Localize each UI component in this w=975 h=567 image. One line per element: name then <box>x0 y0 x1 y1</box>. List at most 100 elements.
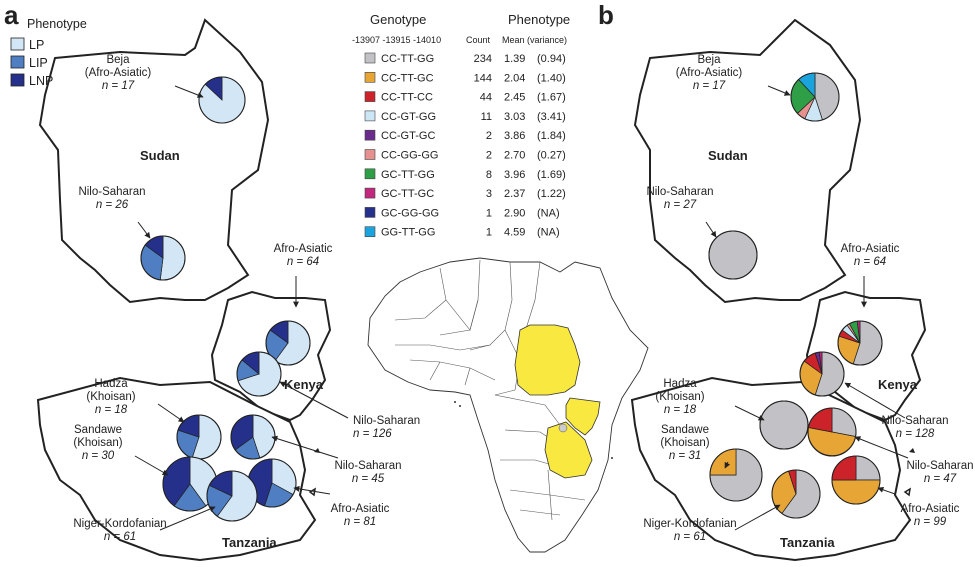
genotype-mean: 2.70 <box>504 150 525 162</box>
pointer-arrow <box>137 221 151 239</box>
sudan-nile-line <box>79 257 96 271</box>
group-name-hadza: Hadza <box>94 378 128 390</box>
group-n-nilo-tz: n = 45 <box>352 473 385 485</box>
table-row: CC-TT-GC 144 2.04 (1.40) <box>364 72 566 84</box>
genotype-mean: 3.86 <box>504 130 525 142</box>
table-row: CC-GT-GC 2 3.86 (1.84) <box>364 129 566 142</box>
genotype-label: CC-TT-GC <box>381 72 434 84</box>
pointer-arrow <box>734 504 781 531</box>
genotype-count: 1 <box>486 227 492 239</box>
pointer-arrow <box>134 455 169 476</box>
genotype-variance: (1.22) <box>537 188 566 200</box>
legend-swatch-lp <box>10 37 25 51</box>
group-name-hadza: (Khoisan) <box>86 391 135 403</box>
pie-nilo-kenya <box>236 351 282 397</box>
pie-beja <box>198 76 246 124</box>
group-name-niger: Niger-Kordofanian <box>643 518 736 530</box>
genotype-mean: 4.59 <box>504 227 525 239</box>
pie-afro-tz <box>831 455 881 505</box>
table-row: GG-TT-GG 1 4.59 (NA) <box>364 226 560 239</box>
genotype-variance: (NA) <box>537 207 560 219</box>
table-row: GC-TT-GG 8 3.96 (1.69) <box>364 168 566 181</box>
pie-outline <box>206 470 258 522</box>
genotype-swatch <box>364 226 376 237</box>
group-n-hadza: n = 18 <box>95 404 128 416</box>
country-label-sudan-b: Sudan <box>708 148 748 163</box>
pointer-arrow <box>734 405 765 421</box>
pie-nilo-sudan <box>140 235 186 281</box>
legend-label-lip: LIP <box>29 56 48 70</box>
panel-a-letter: a <box>4 0 19 30</box>
group-name-nilo-kenya: Nilo-Saharan <box>881 415 948 427</box>
genotype-swatch <box>364 207 376 218</box>
group-name-afro-tz: Afro-Asiatic <box>901 503 960 515</box>
lake-victoria <box>558 423 568 433</box>
genotype-variance: (NA) <box>537 227 560 239</box>
pie-outline <box>771 469 821 519</box>
group-name-afro-tz: Afro-Asiatic <box>331 503 390 515</box>
country-label-tanzania-a: Tanzania <box>222 535 277 550</box>
group-name-afro-kenya: Afro-Asiatic <box>841 243 900 255</box>
group-n-afro-kenya: n = 64 <box>854 256 886 268</box>
genotype-label: CC-TT-CC <box>381 92 433 104</box>
group-name-afro-kenya: Afro-Asiatic <box>274 243 333 255</box>
group-name-hadza: Hadza <box>663 378 697 390</box>
genotype-label: GC-TT-GG <box>381 169 435 181</box>
group-n-niger: n = 61 <box>674 531 706 543</box>
genotype-mean: 2.45 <box>504 92 525 104</box>
pie-afro-kenya <box>265 320 311 366</box>
genotype-swatch <box>364 187 376 199</box>
table-row: CC-TT-GG 234 1.39 (0.94) <box>364 52 566 65</box>
genotype-label: GG-TT-GG <box>381 227 435 239</box>
genotype-count: 2 <box>486 130 492 142</box>
group-name-nilo-sudan: Nilo-Saharan <box>78 186 145 198</box>
genotype-label: GC-GG-GG <box>381 207 439 219</box>
group-n-afro-tz: n = 81 <box>344 516 376 528</box>
country-label-sudan-a: Sudan <box>140 148 180 163</box>
group-name-beja: (Afro-Asiatic) <box>85 67 152 79</box>
pie-outline <box>709 448 763 502</box>
table-subheader-count: Count <box>466 35 491 45</box>
group-n-nilo-kenya: n = 126 <box>353 428 392 440</box>
country-label-tanzania-b: Tanzania <box>780 535 835 550</box>
genotype-swatch <box>364 110 376 122</box>
pie-outline <box>759 400 809 450</box>
country-label-kenya-a: Kenya <box>284 377 324 392</box>
pie-outline <box>265 320 311 366</box>
table-row: CC-TT-CC 44 2.45 (1.67) <box>364 91 566 104</box>
genotype-mean: 1.39 <box>504 53 525 65</box>
africa-outline <box>367 257 649 553</box>
island-dots <box>454 401 613 459</box>
group-name-sandawe: Sandawe <box>661 424 709 436</box>
group-name-beja: (Afro-Asiatic) <box>676 67 743 79</box>
tanzania-highlight <box>544 421 593 479</box>
pie-outline <box>140 235 186 281</box>
legend-swatch-lnp <box>10 73 25 87</box>
pie-beja <box>790 72 840 122</box>
legend-label-lnp: LNP <box>29 74 53 88</box>
legend-title: Phenotype <box>27 17 87 31</box>
pointer-arrow <box>877 486 896 495</box>
pie-outline <box>790 72 840 122</box>
pie-nilo-kenya <box>799 351 845 397</box>
table-row: GC-GG-GG 1 2.90 (NA) <box>364 207 560 219</box>
pie-nilo-sudan <box>708 230 758 280</box>
pie-outline <box>708 230 758 280</box>
genotype-count: 44 <box>480 92 492 104</box>
pointer-arrow <box>767 85 791 96</box>
africa-inset-map <box>367 257 649 553</box>
genotype-variance: (1.84) <box>537 130 566 142</box>
genotype-mean: 3.03 <box>504 111 525 123</box>
pie-afro-kenya <box>837 320 883 366</box>
group-n-afro-kenya: n = 64 <box>287 256 319 268</box>
table-header-phenotype: Phenotype <box>508 12 570 27</box>
pie-nilo-tz <box>230 414 276 460</box>
group-n-afro-tz: n = 99 <box>914 516 947 528</box>
pointer-arrow <box>844 382 906 419</box>
pie-outline <box>236 351 282 397</box>
pointer-arrow <box>705 221 717 238</box>
group-n-beja: n = 17 <box>693 80 726 92</box>
group-n-niger: n = 61 <box>104 531 136 543</box>
